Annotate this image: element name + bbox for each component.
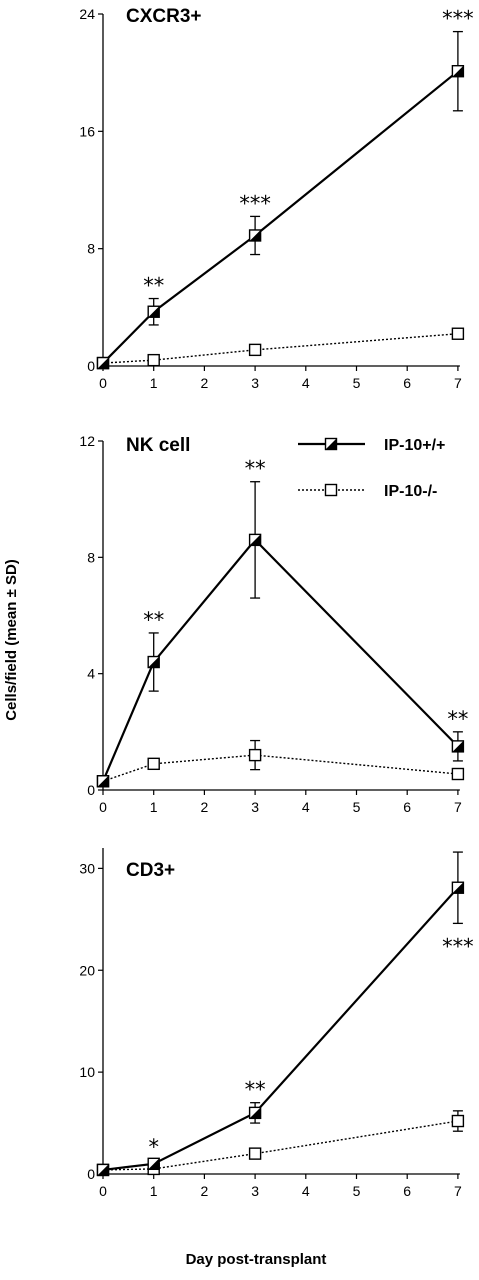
marker-fill [452, 882, 464, 894]
panel-title: CD3+ [126, 860, 175, 881]
x-tick-label: 0 [99, 1183, 107, 1199]
x-axis-label: Day post-transplant [186, 1251, 327, 1268]
x-tick-label: 2 [201, 375, 209, 391]
x-tick-label: 6 [403, 375, 411, 391]
series-line-ip10-ko [102, 754, 458, 782]
significance-marker: *** [442, 934, 474, 958]
y-tick-label: 0 [87, 782, 95, 798]
marker-fill [452, 740, 464, 752]
marker-ip10-ko [147, 757, 160, 771]
significance-marker: ** [143, 608, 164, 632]
x-tick-label: 7 [454, 1183, 462, 1199]
x-tick-label: 6 [403, 799, 411, 815]
significance-marker: ** [447, 707, 468, 731]
x-tick-label: 5 [353, 1183, 361, 1199]
x-tick-label: 6 [403, 1183, 411, 1199]
marker-fill [148, 656, 160, 668]
x-tick-label: 3 [251, 375, 259, 391]
y-axis-label: Cells/field (mean ± SD) [3, 559, 20, 721]
legend-marker-fill [325, 438, 337, 450]
panel-title: CXCR3+ [126, 6, 202, 27]
marker-fill [148, 1158, 160, 1170]
y-tick-label: 16 [79, 123, 95, 139]
x-tick-label: 4 [302, 799, 310, 815]
x-tick-label: 3 [251, 799, 259, 815]
series-line-ip10-ko [102, 333, 458, 364]
panel-title: NK cell [126, 435, 190, 456]
x-tick-label: 0 [99, 375, 107, 391]
marker-ip10-ko [248, 1147, 262, 1160]
y-tick-label: 8 [87, 241, 95, 257]
x-tick-label: 1 [150, 1183, 158, 1199]
legend-marker [324, 483, 338, 497]
x-tick-label: 7 [454, 799, 462, 815]
marker-fill [249, 534, 261, 546]
marker-fill [97, 357, 109, 369]
marker-ip10-ko [248, 343, 262, 357]
x-tick-label: 1 [150, 375, 158, 391]
x-tick-label: 2 [201, 799, 209, 815]
marker-fill [249, 1107, 261, 1119]
legend: IP-10+/+ IP-10-/- [298, 437, 445, 500]
x-tick-label: 1 [150, 799, 158, 815]
series-line-ip10-wt [102, 70, 459, 364]
significance-marker: *** [239, 191, 271, 215]
marker-fill [97, 775, 109, 787]
marker-fill [249, 229, 261, 241]
y-tick-label: 20 [79, 962, 95, 978]
x-tick-label: 2 [201, 1183, 209, 1199]
y-tick-label: 8 [87, 549, 95, 565]
y-tick-label: 12 [79, 433, 95, 449]
marker-ip10-ko [451, 327, 465, 340]
x-tick-label: 7 [454, 375, 462, 391]
y-tick-label: 30 [79, 860, 95, 876]
x-tick-label: 0 [99, 799, 107, 815]
y-tick-label: 10 [79, 1064, 95, 1080]
significance-marker: ** [245, 457, 266, 481]
x-tick-label: 3 [251, 1183, 259, 1199]
marker-fill [97, 1164, 109, 1176]
marker-fill [452, 65, 464, 77]
series-line-ip10-wt [101, 538, 459, 782]
x-tick-label: 5 [353, 375, 361, 391]
x-tick-label: 4 [302, 375, 310, 391]
series-line-ip10-ko [102, 1120, 459, 1171]
significance-marker: *** [442, 7, 474, 31]
marker-fill [148, 306, 160, 318]
series-line-ip10-wt [102, 886, 459, 1172]
y-tick-label: 0 [87, 358, 95, 374]
significance-marker: ** [245, 1078, 266, 1102]
marker-ip10-ko [147, 353, 160, 367]
legend-label: IP-10+/+ [384, 437, 445, 454]
y-tick-label: 4 [87, 666, 95, 682]
y-tick-label: 0 [87, 1166, 95, 1182]
x-tick-label: 5 [353, 799, 361, 815]
legend-label: IP-10-/- [384, 483, 437, 500]
significance-marker: ** [143, 274, 164, 298]
significance-marker: * [148, 1135, 159, 1159]
y-tick-label: 24 [79, 6, 95, 22]
marker-ip10-ko [451, 767, 465, 781]
marker-ip10-ko [248, 748, 262, 762]
marker-ip10-ko [451, 1114, 465, 1128]
x-tick-label: 4 [302, 1183, 310, 1199]
